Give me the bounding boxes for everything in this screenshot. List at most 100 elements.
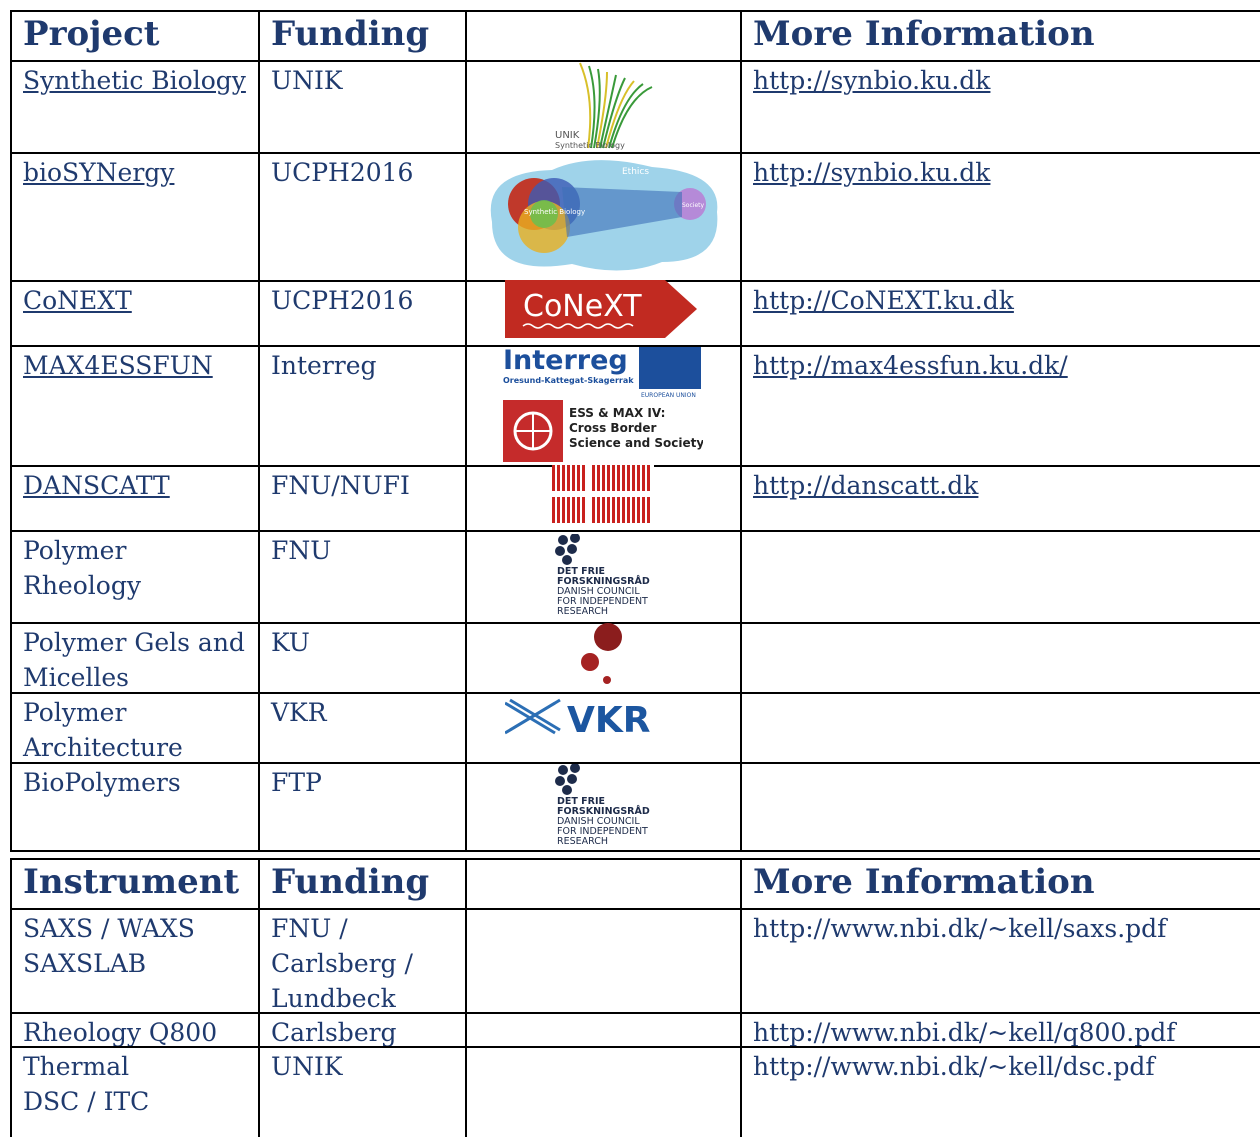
rule [258, 10, 260, 850]
logo-shape [579, 62, 592, 149]
rule [10, 762, 1260, 764]
rule [10, 152, 1260, 154]
column-header: Instrument [23, 862, 240, 902]
more-info: http://www.nbi.dk/~kell/saxs.pdf [753, 914, 1167, 943]
column-header: More Information [753, 14, 1095, 54]
more-info[interactable]: http://synbio.ku.dk [753, 66, 991, 95]
logo [552, 465, 654, 523]
logo-shape [599, 74, 617, 149]
logo-shape [605, 80, 635, 149]
rule [740, 10, 742, 850]
rule [10, 530, 1260, 532]
rule [258, 858, 260, 1137]
logo-shape [555, 546, 565, 556]
more-info[interactable]: http://synbio.ku.dk [753, 158, 991, 187]
logo-text: Synthetic Biology [555, 141, 625, 150]
logo-shape [608, 83, 644, 149]
logo: CoNeXT [505, 280, 697, 338]
logo-text: ESS & MAX IV: [569, 406, 665, 420]
logo-shape [588, 65, 596, 149]
more-info[interactable]: http://danscatt.dk [753, 471, 979, 500]
logo-shape [555, 776, 565, 786]
logo-text: UNIK [555, 130, 580, 141]
funding: UNIK [271, 1052, 343, 1081]
project-name[interactable]: bioSYNergy [23, 158, 175, 187]
logo-shape [522, 323, 634, 329]
logo-shape [562, 555, 572, 565]
logo: VKR [505, 698, 650, 740]
logo-shape [558, 535, 568, 545]
funding: UCPH2016 [271, 286, 414, 315]
logo-shape [585, 465, 591, 523]
project-name[interactable]: MAX4ESSFUN [23, 351, 213, 380]
rule [465, 858, 467, 1137]
logo-shape [509, 698, 561, 732]
instrument-name: Rheology Q800 [23, 1018, 218, 1047]
logo-shape [611, 86, 653, 149]
logo-text: FORSKNINGSRÅD [557, 806, 650, 817]
rule [10, 10, 12, 850]
more-info: http://www.nbi.dk/~kell/q800.pdf [753, 1018, 1176, 1047]
logo-shape [505, 280, 697, 338]
funding: UCPH2016 [271, 158, 414, 187]
logo [581, 623, 622, 684]
logo-text: Oresund-Kattegat-Skagerrak [503, 376, 634, 385]
logo-text: DET FRIE [557, 566, 605, 577]
project-name[interactable]: DANSCATT [23, 471, 170, 500]
rule [10, 692, 1260, 694]
funding: FTP [271, 768, 322, 797]
logo-text: CoNeXT [523, 289, 642, 324]
logo-shape [602, 77, 626, 149]
project-name: Polymer Architecture [23, 698, 183, 762]
project-name: BioPolymers [23, 768, 181, 797]
logo-shape [558, 765, 568, 775]
logo: Ethics Synthetic Biology Society [490, 160, 718, 271]
funding: FNU / Carlsberg / Lundbeck [271, 914, 413, 1013]
column-header: More Information [753, 862, 1095, 902]
logo-text: Society [682, 202, 704, 209]
project-name[interactable]: CoNEXT [23, 286, 132, 315]
project-name: Polymer Gels and Micelles [23, 628, 245, 692]
logo-text: DET FRIE [557, 796, 605, 807]
logo-text: DANISH COUNCIL [557, 816, 640, 827]
logo-text: Synthetic Biology [524, 208, 585, 216]
more-info[interactable]: http://CoNEXT.ku.dk [753, 286, 1014, 315]
logo-shape [603, 676, 611, 684]
rule [10, 10, 1260, 12]
logo-text: EUROPEAN UNION [641, 392, 696, 399]
rule [10, 850, 1260, 852]
logo-text: Science and Society [569, 436, 703, 450]
rule [10, 622, 1260, 624]
column-header: Funding [271, 862, 430, 902]
rule [10, 908, 1260, 910]
project-name: Polymer Rheology [23, 536, 141, 600]
funding: VKR [271, 698, 327, 727]
logo-shape [639, 347, 701, 389]
funding: Carlsberg [271, 1018, 397, 1047]
logo-text: VKR [567, 700, 650, 740]
logo-text: FOR INDEPENDENT [557, 826, 648, 837]
logo-shape [596, 71, 608, 149]
logo-text: Interreg [503, 345, 628, 376]
logo-shape [562, 785, 572, 795]
more-info: http://www.nbi.dk/~kell/dsc.pdf [753, 1052, 1155, 1081]
more-info[interactable]: http://max4essfun.ku.dk/ [753, 351, 1068, 380]
instrument-name: Thermal DSC / ITC [23, 1052, 150, 1116]
logo-text: Cross Border [569, 421, 656, 435]
rule [740, 858, 742, 1137]
logo-shape [562, 187, 682, 237]
rule [10, 1012, 1260, 1014]
logo-text: FOR INDEPENDENT [557, 596, 648, 607]
rule [10, 1046, 1260, 1048]
funding: KU [271, 628, 310, 657]
instrument-name: SAXS / WAXS SAXSLAB [23, 914, 195, 978]
logo-shape [593, 68, 601, 149]
project-name[interactable]: Synthetic Biology [23, 66, 246, 95]
funding: UNIK [271, 66, 343, 95]
logo-text: FORSKNINGSRÅD [557, 576, 650, 587]
logo-text: Ethics [622, 167, 649, 177]
